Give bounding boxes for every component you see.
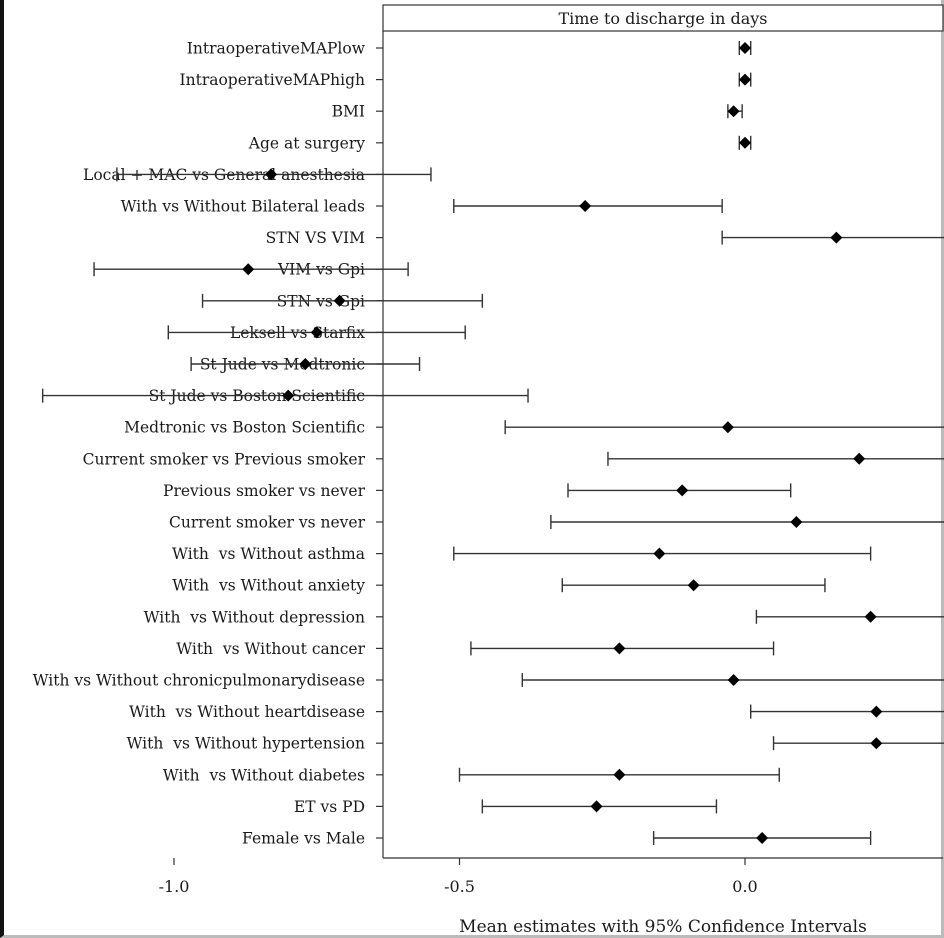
estimate-marker	[333, 294, 346, 307]
row-label: With vs Without diabetes	[163, 766, 365, 784]
row-label: Medtronic vs Boston Scientific	[124, 419, 365, 437]
row-label: BMI	[332, 103, 365, 121]
estimate-marker	[739, 42, 751, 54]
estimate-marker	[870, 705, 883, 718]
row-label: With vs Without Bilateral leads	[121, 198, 365, 216]
estimate-marker	[721, 421, 734, 434]
estimate-marker	[790, 516, 803, 528]
estimate-marker	[727, 674, 740, 686]
x-tick-label: -1.0	[159, 877, 190, 896]
x-tick-label: -0.5	[444, 877, 475, 896]
axes	[382, 31, 943, 859]
estimate-marker	[756, 832, 769, 844]
row-label: Current smoker vs never	[169, 514, 366, 532]
row-label: Female vs Male	[242, 830, 365, 848]
x-ticks: -1.0-0.50.00.5	[159, 858, 758, 896]
row-label: With vs Without anxiety	[172, 577, 365, 595]
confidence-intervals	[41, 41, 944, 845]
row-label: STN VS VIM	[266, 229, 366, 247]
estimate-marker	[613, 642, 626, 655]
x-axis-label: Mean estimates with 95% Confidence Inter…	[459, 917, 867, 937]
estimate-marker	[242, 263, 255, 276]
row-label: With vs Without asthma	[172, 545, 365, 563]
row-label: With vs Without hypertension	[127, 735, 365, 753]
estimate-marker	[870, 737, 883, 750]
chart-title: Time to discharge in days	[558, 9, 767, 28]
estimate-marker	[739, 136, 751, 149]
title-box: Time to discharge in days	[382, 4, 944, 32]
estimate-marker	[590, 800, 603, 813]
estimate-marker	[653, 547, 666, 560]
estimate-marker	[265, 168, 278, 181]
title-box-border	[382, 4, 944, 32]
row-label: Current smoker vs Previous smoker	[83, 450, 366, 468]
row-label: With vs Without depression	[144, 608, 365, 626]
estimate-marker	[687, 579, 700, 592]
estimate-marker	[853, 452, 866, 465]
estimate-marker	[864, 610, 877, 623]
row-label: IntraoperativeMAPhigh	[179, 71, 365, 89]
estimate-marker	[299, 358, 312, 370]
row-label: Age at surgery	[248, 134, 365, 152]
estimate-marker	[830, 231, 843, 244]
estimate-markers	[242, 42, 883, 844]
estimate-marker	[613, 768, 626, 781]
row-label: ET vs PD	[294, 798, 365, 816]
row-label: With vs Without heartdisease	[129, 703, 365, 721]
row-label: With vs Without cancer	[176, 640, 365, 658]
row-label: IntraoperativeMAPlow	[187, 40, 366, 58]
row-label: Previous smoker vs never	[163, 482, 366, 500]
estimate-marker	[739, 73, 751, 86]
estimate-marker	[579, 200, 592, 212]
row-label: With vs Without chronicpulmonarydisease	[33, 672, 365, 690]
x-tick-label: 0.0	[732, 877, 757, 896]
estimate-marker	[282, 389, 295, 402]
estimate-marker	[676, 484, 689, 497]
estimate-marker	[310, 326, 323, 339]
estimate-marker	[727, 105, 740, 118]
row-labels: IntraoperativeMAPlow IntraoperativeMAPhig…	[33, 40, 383, 848]
forest-plot: Time to discharge in days Intraoperative…	[33, 4, 944, 937]
